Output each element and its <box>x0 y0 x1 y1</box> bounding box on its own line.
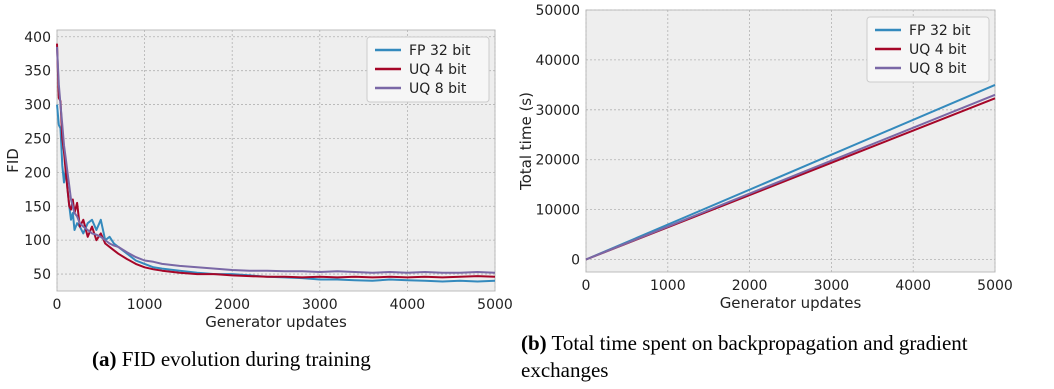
y-tick-label: 40000 <box>535 53 580 69</box>
y-axis-label: FID <box>4 148 22 173</box>
x-tick-label: 1000 <box>650 278 686 294</box>
legend-entry: UQ 4 bit <box>909 42 967 58</box>
x-tick-label: 3000 <box>302 297 338 313</box>
y-tick-label: 100 <box>24 233 51 249</box>
caption-b-text-2: exchanges <box>521 358 609 382</box>
y-tick-label: 50000 <box>535 3 580 19</box>
y-tick-label: 350 <box>24 64 51 80</box>
y-axis-label: Total time (s) <box>517 92 535 191</box>
caption-a-label: (a) <box>92 347 117 371</box>
y-tick-label: 400 <box>24 30 51 46</box>
y-tick-label: 10000 <box>535 203 580 219</box>
caption-a: (a) FID evolution during training <box>92 346 371 373</box>
x-tick-label: 5000 <box>977 278 1013 294</box>
legend-box <box>366 36 490 103</box>
figure: 0 1000 2000 3000 4000 50005010015020025030035… <box>4 3 1013 330</box>
legend: FP 32 bit UQ 4 bit UQ 8 bit <box>366 36 490 103</box>
chart-b: 0 1000 2000 3000 4000 50000100002000030000400… <box>517 3 1013 312</box>
y-tick-label: 300 <box>24 98 51 114</box>
caption-b-label: (b) <box>521 331 547 355</box>
x-tick-label: 2000 <box>214 297 250 313</box>
series-line <box>56 46 496 274</box>
y-tick-label: 20000 <box>535 153 580 169</box>
series-line <box>56 104 496 283</box>
legend-entry: UQ 8 bit <box>909 61 967 77</box>
y-tick-label: 30000 <box>535 103 580 119</box>
legend-entry: FP 32 bit <box>409 43 471 59</box>
series-line <box>585 93 996 261</box>
x-tick-label: 0 <box>582 278 591 294</box>
y-tick-label: 0 <box>571 253 580 269</box>
legend: FP 32 bit UQ 4 bit UQ 8 bit <box>866 16 990 83</box>
x-tick-label: 4000 <box>390 297 426 313</box>
y-tick-label: 50 <box>33 267 51 283</box>
x-axis-label: Generator updates <box>205 313 347 330</box>
legend-entry: UQ 4 bit <box>409 62 467 78</box>
x-tick-label: 5000 <box>477 297 513 313</box>
x-axis-label: Generator updates <box>720 294 862 312</box>
caption-b: (b) Total time spent on backpropagation … <box>521 330 1051 384</box>
y-tick-label: 200 <box>24 165 51 181</box>
y-tick-label: 250 <box>24 131 51 147</box>
y-tick-label: 150 <box>24 199 51 215</box>
series-line <box>585 83 996 261</box>
x-tick-label: 1000 <box>127 297 163 313</box>
series-line <box>56 43 496 279</box>
chart-a: 0 1000 2000 3000 4000 5000 50 100 150 200 250 300 35… <box>4 29 513 330</box>
x-tick-label: 4000 <box>895 278 931 294</box>
legend-entry: UQ 8 bit <box>409 81 467 97</box>
x-tick-label: 3000 <box>814 278 850 294</box>
legend-box <box>866 16 990 83</box>
x-tick-label: 2000 <box>732 278 768 294</box>
caption-b-text-1: Total time spent on backpropagation and … <box>551 331 968 355</box>
caption-a-text: FID evolution during training <box>121 347 371 371</box>
x-tick-label: 0 <box>53 297 62 313</box>
legend-entry: FP 32 bit <box>909 23 971 39</box>
